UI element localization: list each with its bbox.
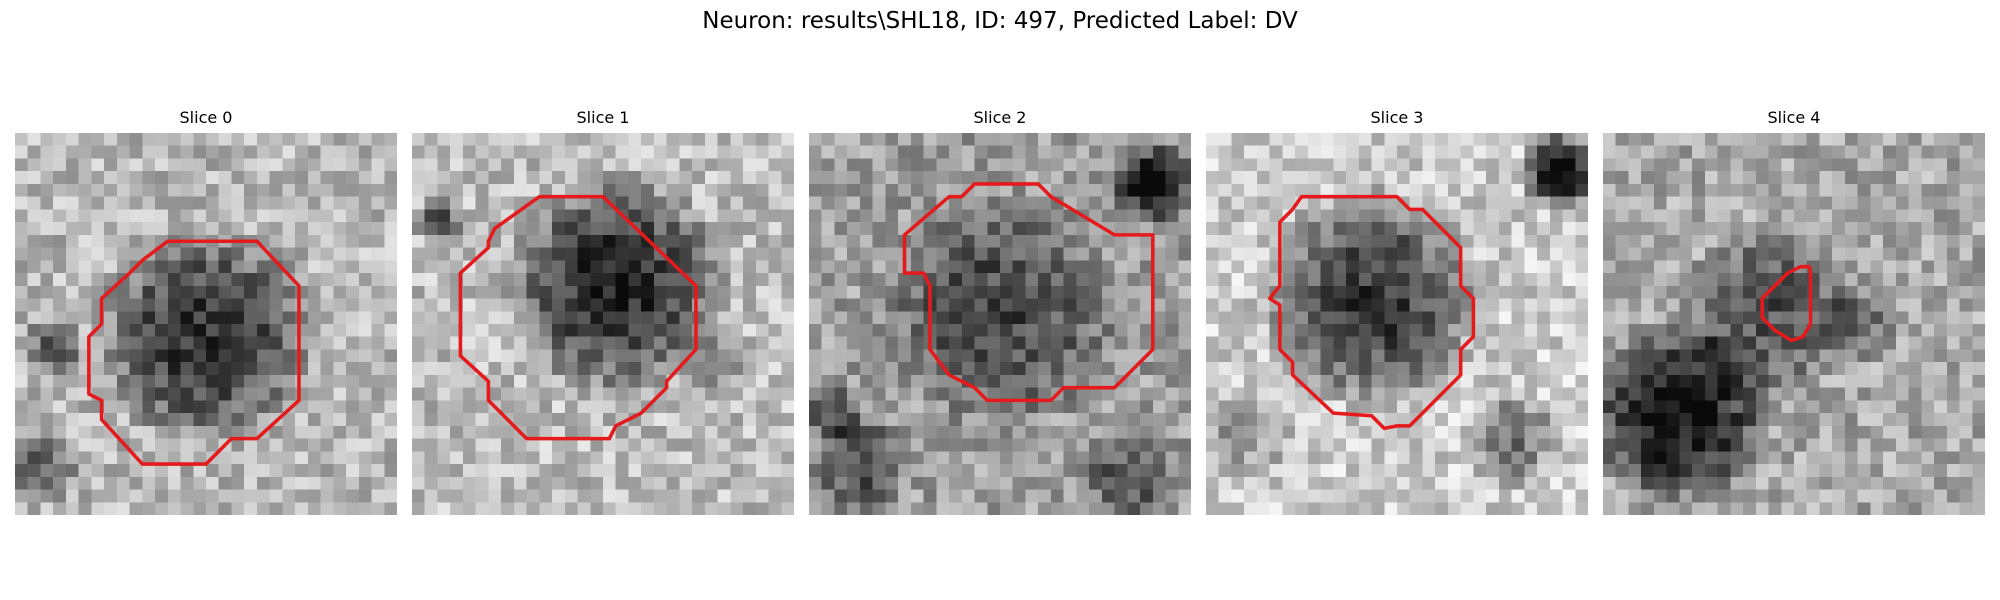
slice-image-0 — [15, 133, 397, 515]
slice-image-2 — [809, 133, 1191, 515]
slice-panel-1: Slice 1 — [412, 108, 794, 518]
pixel-grid-4 — [1603, 133, 1985, 515]
slice-title-4: Slice 4 — [1767, 108, 1821, 127]
pixel-grid-2 — [809, 133, 1191, 515]
slice-title-3: Slice 3 — [1370, 108, 1424, 127]
slice-title-0: Slice 0 — [179, 108, 233, 127]
cell-contour-0 — [87, 239, 301, 466]
slice-title-1: Slice 1 — [576, 108, 630, 127]
slice-panel-3: Slice 3 — [1206, 108, 1588, 518]
figure-title: Neuron: results\SHL18, ID: 497, Predicte… — [702, 8, 1298, 34]
slice-image-1 — [412, 133, 794, 515]
slice-panel-0: Slice 0 — [15, 108, 397, 518]
cell-contour-2 — [902, 182, 1155, 403]
slice-panel-2: Slice 2 — [809, 108, 1191, 518]
slice-image-4 — [1603, 133, 1985, 515]
pixel-grid-0 — [15, 133, 397, 515]
cell-contour-4 — [1760, 264, 1813, 343]
slice-title-2: Slice 2 — [973, 108, 1027, 127]
cell-contour-3 — [1267, 194, 1476, 431]
pixel-grid-3 — [1206, 133, 1588, 515]
slice-image-3 — [1206, 133, 1588, 515]
slice-panel-4: Slice 4 — [1603, 108, 1985, 518]
pixel-grid-1 — [412, 133, 794, 515]
cell-contour-1 — [458, 194, 698, 441]
